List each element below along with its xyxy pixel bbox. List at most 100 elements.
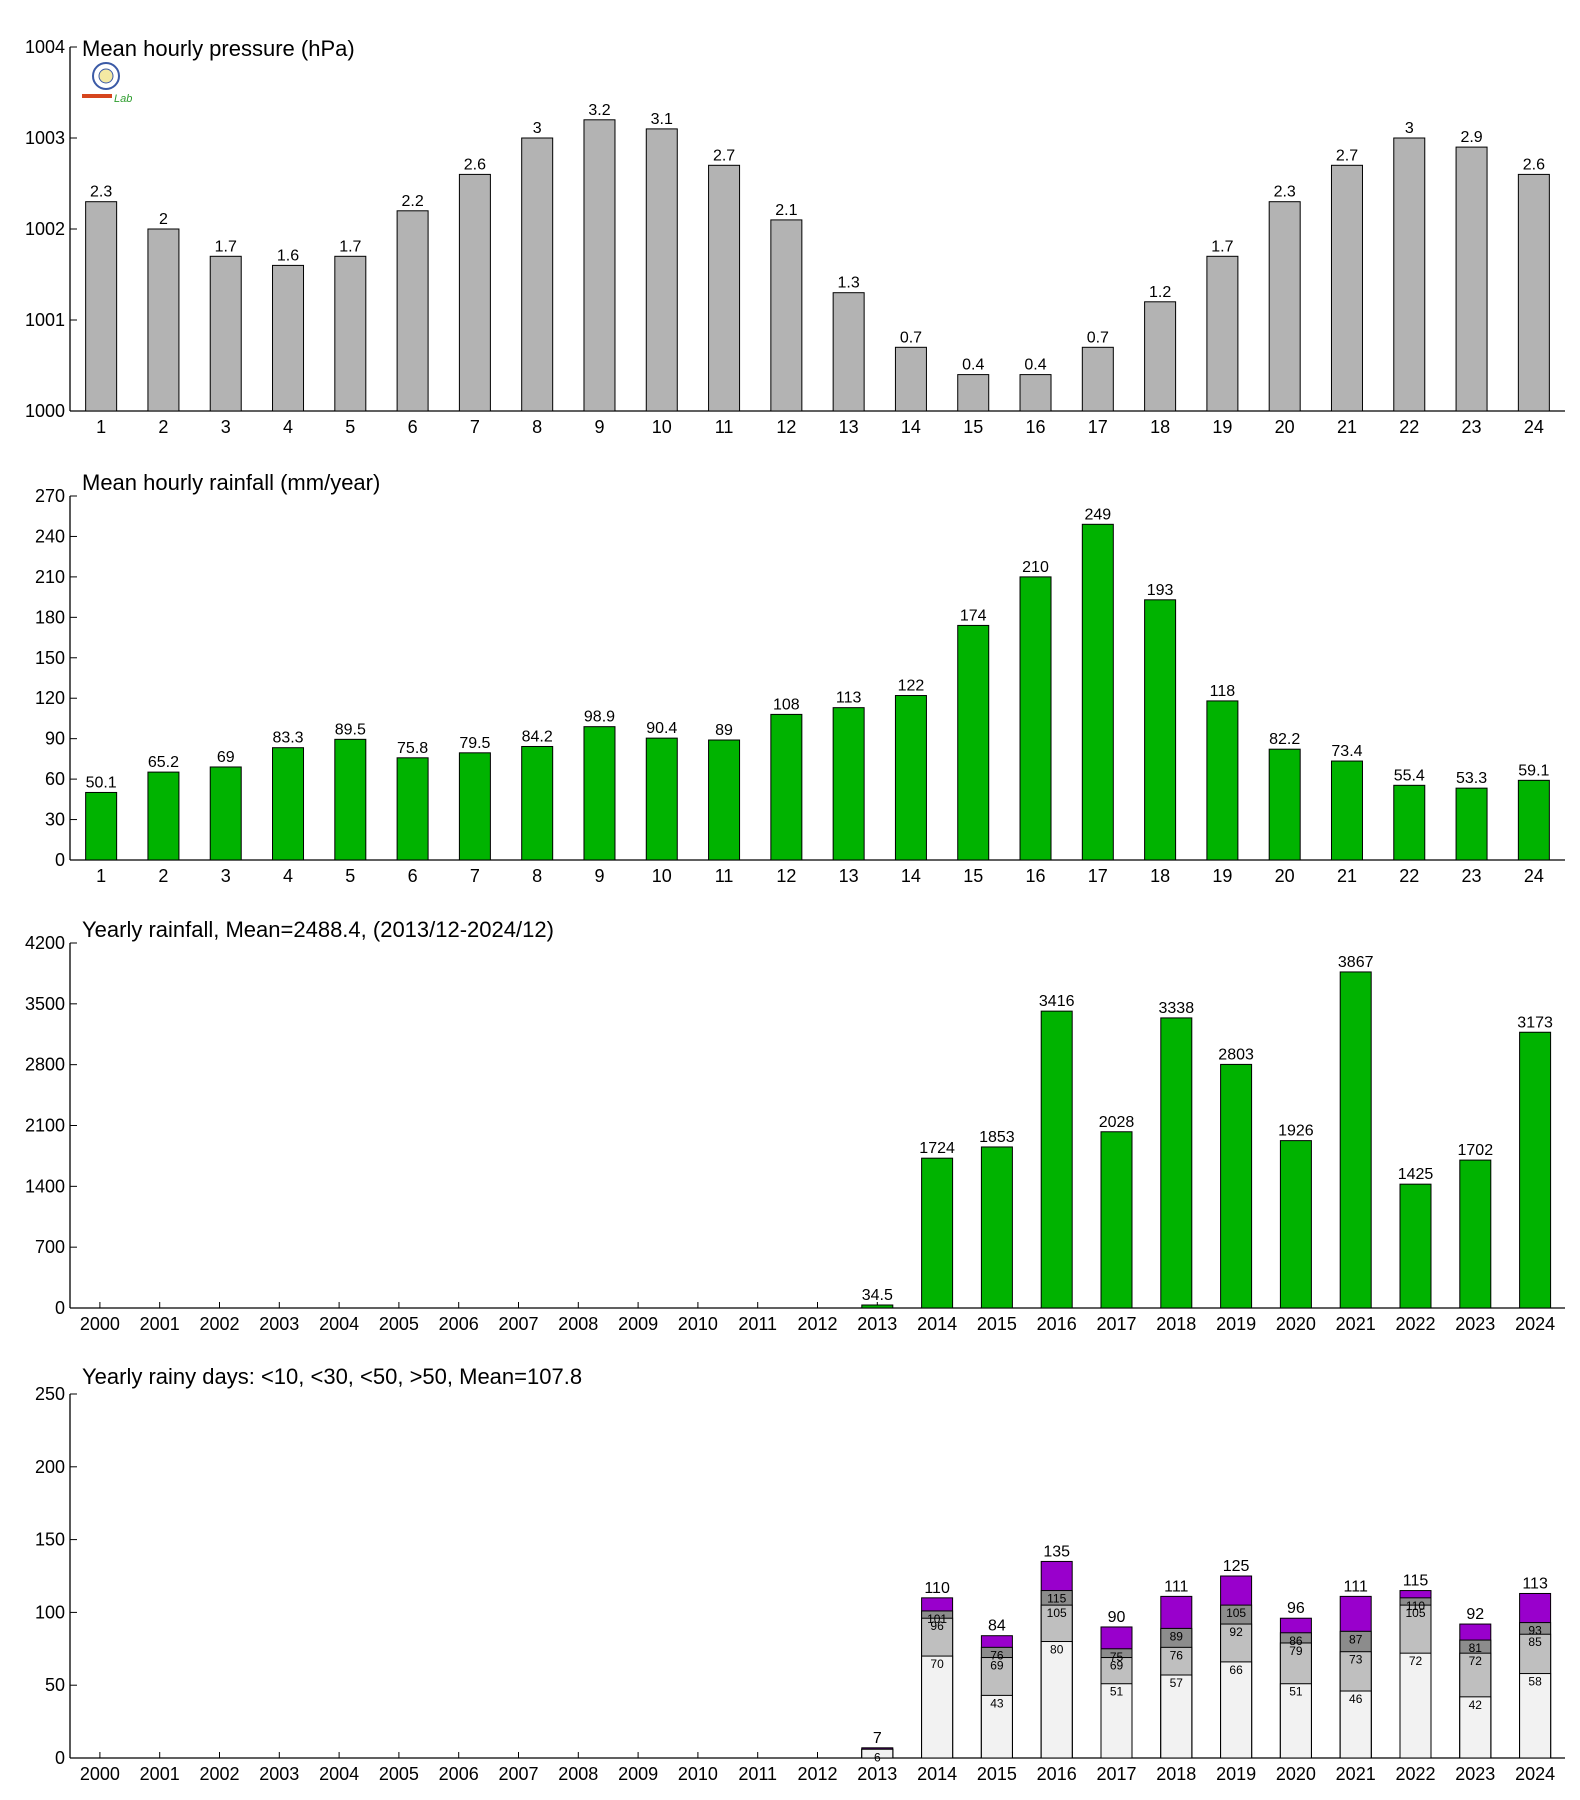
rainy-days-x-tick-label: 2002 bbox=[199, 1764, 239, 1784]
yearly-rain-x-tick-label: 2013 bbox=[857, 1314, 897, 1334]
rainy-days-segment-label: 80 bbox=[1050, 1643, 1064, 1657]
yearly-rain-bar-label: 1724 bbox=[919, 1140, 955, 1157]
pressure-bar-label: 1.3 bbox=[838, 275, 860, 292]
pressure-panel: Mean hourly pressure (hPa) Lab 1000 1001 1… bbox=[25, 36, 1565, 437]
pressure-bar bbox=[1019, 374, 1052, 412]
rainy-days-bar-segment bbox=[1160, 1674, 1193, 1759]
rainy-days-x-tick-label: 2015 bbox=[977, 1764, 1017, 1784]
hourly-rain-x-tick-label: 4 bbox=[283, 866, 293, 886]
hourly-rain-x-tick-label: 7 bbox=[470, 866, 480, 886]
pressure-x-tick-label: 4 bbox=[283, 417, 293, 437]
yearly-rain-bar bbox=[921, 1157, 954, 1309]
rainy-days-x-tick-label: 2003 bbox=[259, 1764, 299, 1784]
rainy-days-total-label: 84 bbox=[988, 1618, 1006, 1635]
yearly-rain-y-tick-label: 0 bbox=[55, 1298, 65, 1318]
hourly-rain-x-tick-label: 13 bbox=[839, 866, 859, 886]
hourly-rain-y-tick-label: 150 bbox=[35, 648, 65, 668]
rainy-days-total-label: 92 bbox=[1466, 1606, 1484, 1623]
yearly-rain-bar-label: 1425 bbox=[1398, 1166, 1434, 1183]
pressure-chart-title: Mean hourly pressure (hPa) bbox=[82, 36, 355, 61]
rainy-days-segment-label: 79 bbox=[1289, 1644, 1303, 1658]
hourly-rain-bar bbox=[1206, 700, 1239, 861]
rainy-days-segment-label: 69 bbox=[990, 1659, 1004, 1673]
pressure-bar bbox=[1393, 137, 1426, 412]
yearly-rain-x-tick-label: 2018 bbox=[1156, 1314, 1196, 1334]
rainy-days-total-label: 115 bbox=[1403, 1573, 1429, 1590]
rainy-days-x-tick-label: 2012 bbox=[797, 1764, 837, 1784]
pressure-bar bbox=[458, 173, 491, 412]
rainy-days-x-tick-label: 2000 bbox=[80, 1764, 120, 1784]
rainy-days-total-label: 110 bbox=[924, 1580, 950, 1597]
hourly-rain-bar bbox=[85, 791, 118, 861]
yearly-rain-bar bbox=[1519, 1031, 1552, 1309]
hourly-rain-bar bbox=[708, 739, 741, 861]
hourly-rainfall-chart-title: Mean hourly rainfall (mm/year) bbox=[82, 470, 380, 495]
rainy-days-total-label: 90 bbox=[1108, 1609, 1126, 1626]
rainy-days-x-tick-label: 2007 bbox=[498, 1764, 538, 1784]
yearly-rain-x-tick-label: 2009 bbox=[618, 1314, 658, 1334]
rainy-days-segment-label: 42 bbox=[1469, 1698, 1483, 1712]
yearly-rain-x-tick-label: 2012 bbox=[797, 1314, 837, 1334]
hourly-rain-bar-label: 83.3 bbox=[272, 730, 303, 747]
hourly-rain-bar bbox=[957, 624, 990, 861]
pressure-bar bbox=[1330, 164, 1363, 412]
rainy-days-segment-label: 76 bbox=[990, 1648, 1004, 1662]
yearly-rain-y-tick-label: 700 bbox=[35, 1237, 65, 1257]
rainy-days-x-tick-label: 2010 bbox=[678, 1764, 718, 1784]
yearly-rain-bar bbox=[980, 1146, 1013, 1309]
rainy-days-segment-label: 81 bbox=[1469, 1641, 1483, 1655]
rainy-days-segment-label: 115 bbox=[1047, 1592, 1066, 1606]
rainy-days-bar-segment bbox=[921, 1655, 954, 1759]
hourly-rain-bar bbox=[894, 695, 927, 861]
rainy-days-y-tick-label: 100 bbox=[35, 1602, 65, 1622]
pressure-x-tick-label: 3 bbox=[221, 417, 231, 437]
rainy-days-segment-label: 105 bbox=[1047, 1606, 1067, 1620]
yearly-rain-x-tick-label: 2019 bbox=[1216, 1314, 1256, 1334]
hourly-rain-bar-label: 122 bbox=[898, 678, 925, 695]
rainy-days-segment-label: 73 bbox=[1349, 1653, 1363, 1667]
pressure-x-tick-label: 13 bbox=[839, 417, 859, 437]
yearly-rainfall-panel: Yearly rainfall, Mean=2488.4, (2013/12-2… bbox=[25, 917, 1565, 1334]
hourly-rain-bar bbox=[272, 747, 305, 861]
rainy-days-total-label: 125 bbox=[1223, 1558, 1250, 1575]
hourly-rain-x-tick-label: 12 bbox=[776, 866, 796, 886]
yearly-rain-x-tick-label: 2001 bbox=[140, 1314, 180, 1334]
yearly-rain-x-tick-label: 2011 bbox=[738, 1314, 777, 1334]
pressure-y-tick-label: 1001 bbox=[25, 310, 65, 330]
hourly-rainfall-panel: Mean hourly rainfall (mm/year) 030609012… bbox=[35, 470, 1565, 886]
hourly-rain-bar bbox=[396, 757, 429, 861]
hourly-rain-bar bbox=[458, 752, 491, 861]
pressure-bar bbox=[1268, 201, 1301, 412]
pressure-bar bbox=[1081, 346, 1114, 412]
rainy-days-segment-label: 57 bbox=[1170, 1676, 1184, 1690]
rainy-days-y-tick-label: 0 bbox=[55, 1748, 65, 1768]
pressure-x-tick-label: 11 bbox=[715, 417, 734, 437]
hourly-rain-bar bbox=[583, 726, 616, 861]
hourly-rain-bar-label: 75.8 bbox=[397, 740, 428, 757]
yearly-rain-bar-label: 3416 bbox=[1039, 993, 1075, 1010]
hourly-rain-bar-label: 98.9 bbox=[584, 709, 615, 726]
rainy-days-bar-segment bbox=[1519, 1673, 1552, 1759]
rainy-days-x-tick-label: 2021 bbox=[1336, 1764, 1376, 1784]
yearly-rain-bar bbox=[1339, 971, 1372, 1309]
rainy-days-panel: Yearly rainy days: <10, <30, <50, >50, M… bbox=[35, 1364, 1565, 1784]
hourly-rain-bar bbox=[1517, 779, 1550, 861]
pressure-bar bbox=[396, 210, 429, 412]
hourly-rain-x-tick-label: 9 bbox=[594, 866, 604, 886]
pressure-x-tick-label: 5 bbox=[345, 417, 355, 437]
pressure-x-tick-label: 8 bbox=[532, 417, 542, 437]
hourly-rain-bar-label: 89.5 bbox=[335, 721, 366, 738]
pressure-bar-label: 2 bbox=[159, 211, 168, 228]
yearly-rain-bar-label: 1702 bbox=[1458, 1142, 1494, 1159]
pressure-bar bbox=[1455, 146, 1488, 412]
rainy-days-segment-label: 89 bbox=[1170, 1629, 1184, 1643]
pressure-bar-label: 2.3 bbox=[90, 184, 112, 201]
yearly-rain-x-tick-label: 2010 bbox=[678, 1314, 718, 1334]
hourly-rain-x-tick-label: 23 bbox=[1462, 866, 1482, 886]
hourly-rain-x-tick-label: 6 bbox=[408, 866, 418, 886]
hourly-rain-y-tick-label: 240 bbox=[35, 526, 65, 546]
hourly-rain-x-tick-label: 1 bbox=[96, 866, 106, 886]
pressure-bar bbox=[334, 255, 367, 412]
pressure-bar-label: 2.9 bbox=[1460, 129, 1482, 146]
hourly-rain-bar bbox=[209, 766, 242, 861]
